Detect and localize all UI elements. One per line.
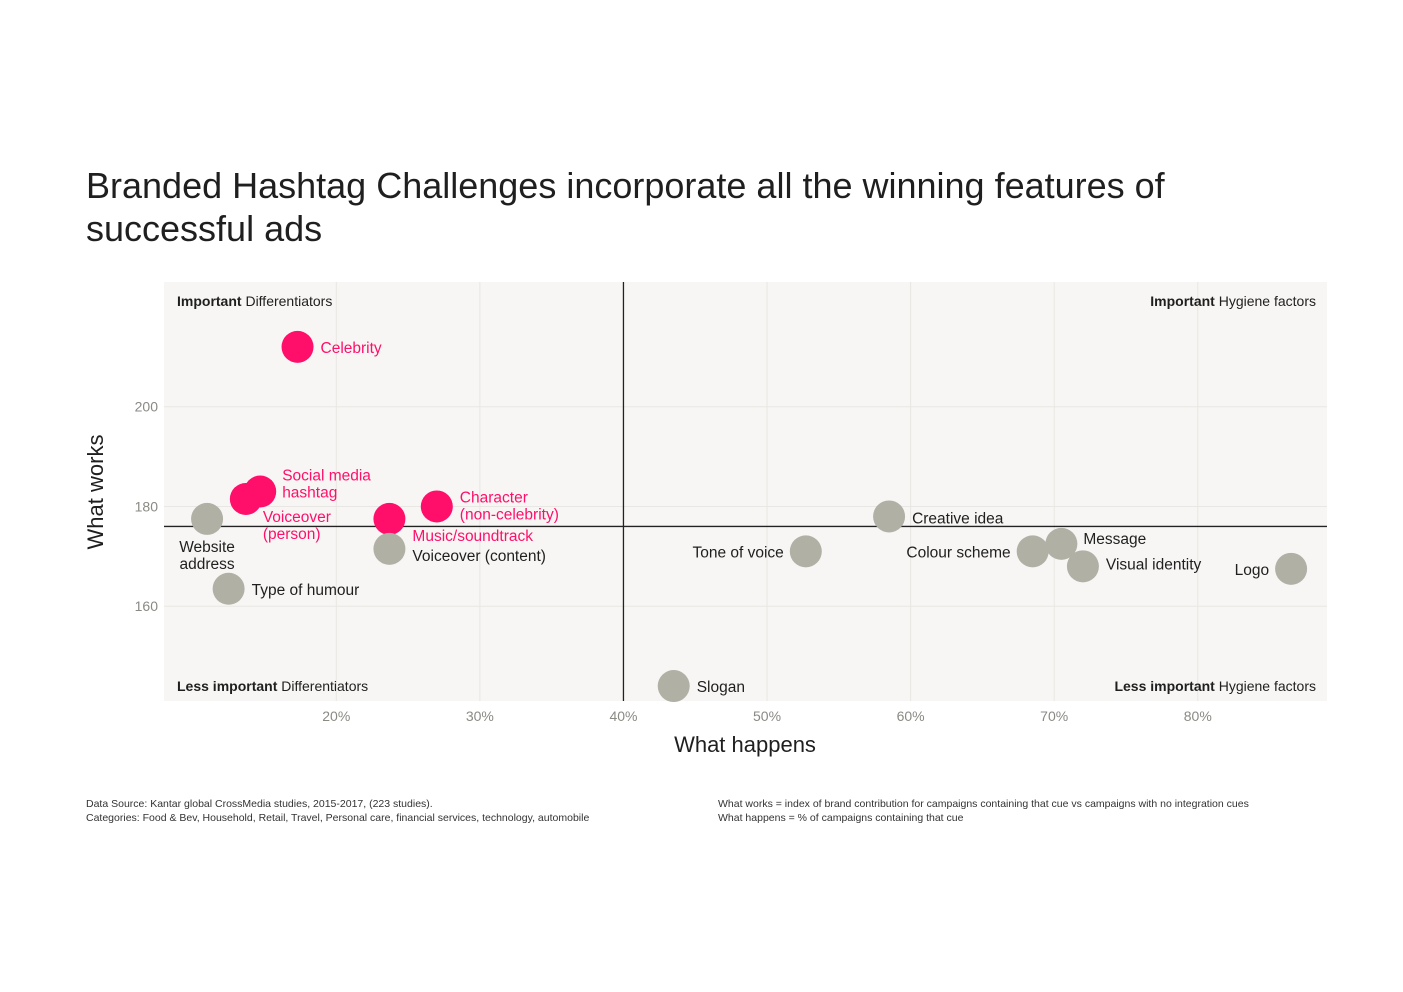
point-label-12: Visual identity	[1106, 556, 1202, 573]
point-5	[191, 502, 224, 535]
x-tick-label: 60%	[897, 708, 925, 724]
footnote-definitions: What works = index of brand contribution…	[718, 798, 1249, 825]
footnote-source: Data Source: Kantar global CrossMedia st…	[86, 798, 589, 825]
x-tick-label: 40%	[609, 708, 637, 724]
point-0	[281, 330, 314, 363]
point-7	[212, 572, 245, 605]
chart-title: Branded Hashtag Challenges incorporate a…	[86, 165, 1165, 249]
y-axis-label: What works	[83, 435, 108, 550]
y-tick-label: 160	[135, 598, 159, 614]
point-label-line: (person)	[263, 526, 321, 543]
point-label-14: Slogan	[697, 679, 745, 696]
footnote-what-happens: What happens = % of campaigns containing…	[718, 811, 964, 824]
point-label-line: Social media	[282, 468, 371, 485]
point-label-line: Character	[460, 489, 528, 506]
quadrant-label-bold: Less important	[1114, 678, 1215, 694]
point-3	[373, 502, 406, 535]
point-label-line: Creative idea	[912, 510, 1004, 527]
point-label-line: Celebrity	[321, 340, 382, 357]
x-axis-label: What happens	[674, 732, 816, 757]
point-label-line: address	[179, 556, 234, 573]
footnote-what-works: What works = index of brand contribution…	[718, 798, 1249, 810]
point-label-8: Tone of voice	[692, 544, 783, 561]
axis-ticks: 20% 30% 40% 50% 60% 70% 80% 160 180 200	[135, 399, 1212, 724]
point-label-line: Colour scheme	[906, 544, 1010, 561]
quadrant-dividers	[164, 282, 1327, 701]
quadrant-label-bottom-left: Less important Differentiators	[177, 678, 368, 694]
point-10	[1016, 535, 1049, 568]
quadrant-label-top-left: Important Differentiators	[177, 293, 332, 309]
point-13	[1275, 552, 1308, 585]
point-label-line: hashtag	[282, 485, 337, 502]
footnote-categories: Categories: Food & Bev, Household, Retai…	[86, 811, 590, 824]
quadrant-labels: Important Differentiators Important Hygie…	[177, 293, 1316, 694]
point-label-13: Logo	[1235, 562, 1269, 579]
point-9	[873, 500, 906, 533]
x-tick-label: 70%	[1040, 708, 1068, 724]
point-label-9: Creative idea	[912, 510, 1004, 527]
point-8	[789, 535, 822, 568]
x-tick-label: 80%	[1184, 708, 1212, 724]
point-label-7: Type of humour	[252, 582, 360, 599]
point-11	[1045, 527, 1078, 560]
point-label-line: Music/soundtrack	[412, 528, 533, 545]
quadrant-label-top-right: Important Hygiene factors	[1150, 293, 1316, 309]
point-label-line: (non-celebrity)	[460, 506, 559, 523]
point-2	[229, 482, 262, 515]
y-tick-label: 180	[135, 498, 159, 514]
plot-background	[164, 282, 1327, 701]
quadrant-label-bottom-right: Less important Hygiene factors	[1114, 678, 1316, 694]
x-tick-label: 50%	[753, 708, 781, 724]
x-tick-label: 20%	[322, 708, 350, 724]
point-label-line: Type of humour	[252, 582, 360, 599]
point-6	[373, 532, 406, 565]
point-label-1: Social media hashtag	[282, 468, 371, 502]
point-label-11: Message	[1083, 531, 1146, 548]
footnote-data-source: Data Source: Kantar global CrossMedia st…	[86, 798, 433, 810]
point-label-line: Logo	[1235, 562, 1269, 579]
quadrant-label-bold: Less important	[177, 678, 278, 694]
point-label-line: Website	[179, 539, 235, 556]
point-label-line: Visual identity	[1106, 556, 1202, 573]
point-label-5: Website address	[179, 539, 235, 573]
quadrant-label-text: Hygiene factors	[1215, 678, 1316, 694]
y-tick-label: 200	[135, 399, 159, 415]
quadrant-label-text: Differentiators	[277, 678, 368, 694]
point-label-4: Character (non-celebrity)	[460, 489, 559, 523]
point-label-line: Message	[1083, 531, 1146, 548]
point-label-0: Celebrity	[321, 340, 382, 357]
quadrant-label-text: Hygiene factors	[1215, 293, 1316, 309]
point-label-line: Voiceover	[263, 509, 331, 526]
point-label-line: Slogan	[697, 679, 745, 696]
point-label-2: Voiceover (person)	[263, 509, 331, 543]
point-14	[657, 670, 690, 703]
point-4	[420, 490, 453, 523]
point-label-line: Tone of voice	[692, 544, 783, 561]
quadrant-label-text: Differentiators	[242, 293, 333, 309]
point-label-6: Voiceover (content)	[412, 548, 546, 565]
point-label-10: Colour scheme	[906, 544, 1010, 561]
point-label-3: Music/soundtrack	[412, 528, 533, 545]
x-tick-label: 30%	[466, 708, 494, 724]
data-points	[191, 330, 1308, 703]
quadrant-label-bold: Important	[177, 293, 242, 309]
point-labels: Celebrity Social media hashtag Voiceover (pe…	[179, 340, 1269, 696]
point-label-line: Voiceover (content)	[412, 548, 546, 565]
point-12	[1066, 550, 1099, 583]
quadrant-label-bold: Important	[1150, 293, 1215, 309]
